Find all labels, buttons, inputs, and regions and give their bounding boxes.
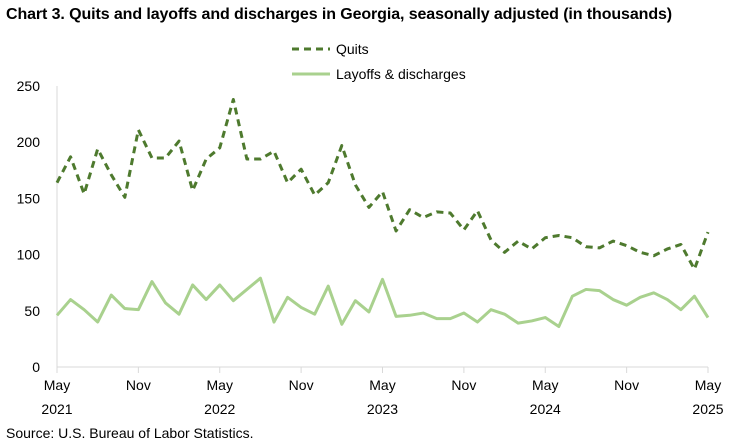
y-tick-label: 100 [17,247,41,263]
x-tick-label-month: May [44,377,70,393]
x-tick-label-year: 2025 [692,401,723,417]
legend-label-quits: Quits [336,40,369,57]
x-tick-label-month: Nov [451,377,476,393]
chart-title: Chart 3. Quits and layoffs and discharge… [6,6,673,23]
x-tick-label-month: May [695,377,721,393]
y-tick-label: 200 [17,134,41,150]
x-tick-label-year: 2023 [367,401,398,417]
legend: Quits Layoffs & discharges [290,36,466,86]
legend-item-quits: Quits [290,36,466,61]
source-note: Source: U.S. Bureau of Labor Statistics. [6,425,254,441]
x-tick-label-year: 2021 [41,401,72,417]
y-tick-label: 0 [32,359,40,375]
legend-swatch-layoffs [292,72,330,75]
y-tick-label: 150 [17,190,41,206]
legend-item-layoffs: Layoffs & discharges [290,61,466,86]
y-tick-label: 50 [24,303,40,319]
series-line-quits [55,97,710,271]
x-tick-label-month: May [207,377,233,393]
x-tick-label-month: May [369,377,395,393]
x-tick-label-year: 2024 [530,401,561,417]
x-tick-label-month: Nov [126,377,151,393]
y-tick-label: 250 [17,78,41,94]
series-line-layoffs [55,276,710,329]
x-tick-label-month: Nov [289,377,314,393]
x-tick-label-month: Nov [614,377,639,393]
legend-label-layoffs: Layoffs & discharges [336,65,466,82]
x-tick-label-month: May [532,377,558,393]
legend-swatch-quits [292,47,330,50]
x-tick-label-year: 2022 [204,401,235,417]
